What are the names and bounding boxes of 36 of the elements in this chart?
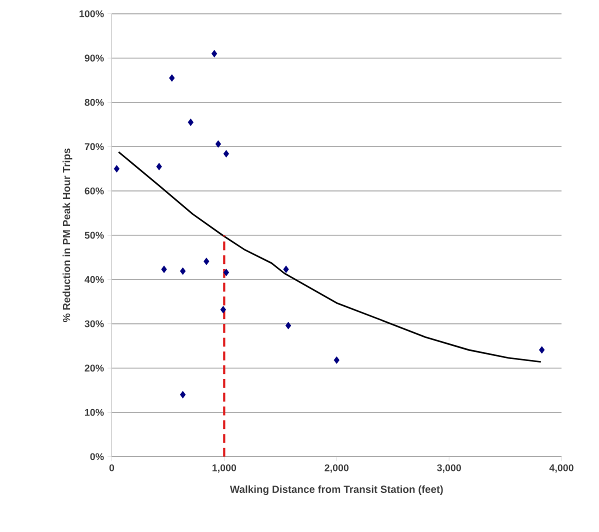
point — [215, 140, 222, 148]
point — [220, 306, 226, 314]
point — [169, 74, 175, 82]
x-axis-title: Walking Distance from Transit Station (feet) — [230, 486, 443, 496]
point — [211, 50, 218, 58]
y-axis-title: % Reduction in PM Peak Hour Trips — [62, 148, 72, 322]
point — [223, 150, 230, 158]
y-tick-label: 10% — [85, 409, 104, 416]
line-series — [118, 151, 542, 363]
y-tick-label: 20% — [84, 364, 104, 372]
point — [180, 268, 186, 276]
point — [161, 266, 167, 274]
point — [156, 163, 162, 171]
x-tick-label: 2,000 — [324, 464, 349, 473]
y-tick-label: 50% — [84, 232, 104, 239]
y-tick-label: 60% — [84, 188, 104, 195]
y-tick-label: 100% — [80, 10, 104, 18]
point — [283, 266, 289, 274]
point — [285, 322, 292, 330]
point — [334, 356, 340, 364]
y-tick-label: 0% — [90, 453, 104, 460]
y-tick-label: 40% — [84, 276, 104, 284]
y-tick-label: 90% — [84, 54, 104, 62]
x-tick-label: 1,000 — [212, 464, 236, 473]
x-tick-label: 0 — [109, 464, 114, 472]
point — [538, 346, 545, 354]
x-tick-label: 3,000 — [437, 464, 461, 473]
y-tick-label: 30% — [84, 320, 104, 328]
point — [180, 391, 186, 399]
point — [223, 268, 230, 276]
point — [114, 165, 120, 173]
point — [188, 118, 194, 126]
y-tick-label: 70% — [84, 143, 104, 150]
y-tick-label: 80% — [84, 99, 104, 106]
point — [204, 258, 210, 266]
x-tick-label: 4,000 — [549, 464, 574, 473]
